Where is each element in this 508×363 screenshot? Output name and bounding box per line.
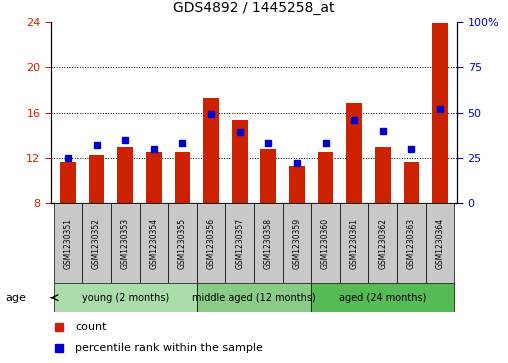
Bar (60, 162, 76, 203)
Text: GSM1230357: GSM1230357 (235, 218, 244, 269)
Text: GDS4892 / 1445258_at: GDS4892 / 1445258_at (173, 0, 335, 15)
Bar (282, 203, 311, 283)
Text: aged (24 months): aged (24 months) (339, 293, 427, 303)
Bar (403, 162, 419, 203)
Text: young (2 months): young (2 months) (82, 293, 169, 303)
Text: GSM1230352: GSM1230352 (92, 218, 101, 269)
Text: GSM1230355: GSM1230355 (178, 218, 187, 269)
Text: GSM1230362: GSM1230362 (378, 218, 387, 269)
Bar (426, 203, 454, 283)
Text: GSM1230353: GSM1230353 (121, 218, 130, 269)
Bar (261, 149, 276, 203)
Bar (168, 203, 197, 283)
Bar (175, 152, 190, 203)
Text: GSM1230358: GSM1230358 (264, 218, 273, 269)
Bar (397, 203, 426, 283)
Bar (54, 203, 82, 283)
Bar (375, 147, 391, 203)
Bar (368, 203, 397, 283)
Text: GSM1230351: GSM1230351 (64, 218, 73, 269)
Bar (146, 152, 162, 203)
Bar (289, 166, 305, 203)
Text: GSM1230359: GSM1230359 (293, 218, 301, 269)
Bar (89, 155, 105, 203)
Bar (203, 98, 219, 203)
Bar (432, 23, 448, 203)
Bar (111, 203, 140, 283)
Bar (226, 203, 254, 283)
Text: GSM1230354: GSM1230354 (149, 218, 158, 269)
Bar (311, 283, 454, 312)
Text: GSM1230361: GSM1230361 (350, 218, 359, 269)
Bar (54, 283, 197, 312)
Bar (340, 203, 368, 283)
Bar (117, 147, 133, 203)
Bar (254, 203, 282, 283)
Bar (197, 203, 226, 283)
Bar (197, 283, 311, 312)
Text: middle aged (12 months): middle aged (12 months) (192, 293, 316, 303)
Bar (140, 203, 168, 283)
Text: GSM1230363: GSM1230363 (407, 218, 416, 269)
Text: count: count (75, 322, 107, 333)
Text: GSM1230356: GSM1230356 (207, 218, 215, 269)
Bar (232, 121, 247, 203)
Bar (311, 203, 340, 283)
Text: GSM1230360: GSM1230360 (321, 218, 330, 269)
Text: GSM1230364: GSM1230364 (435, 218, 444, 269)
Bar (346, 103, 362, 203)
Text: percentile rank within the sample: percentile rank within the sample (75, 343, 263, 353)
Bar (318, 152, 333, 203)
Bar (82, 203, 111, 283)
Text: age: age (5, 293, 26, 303)
